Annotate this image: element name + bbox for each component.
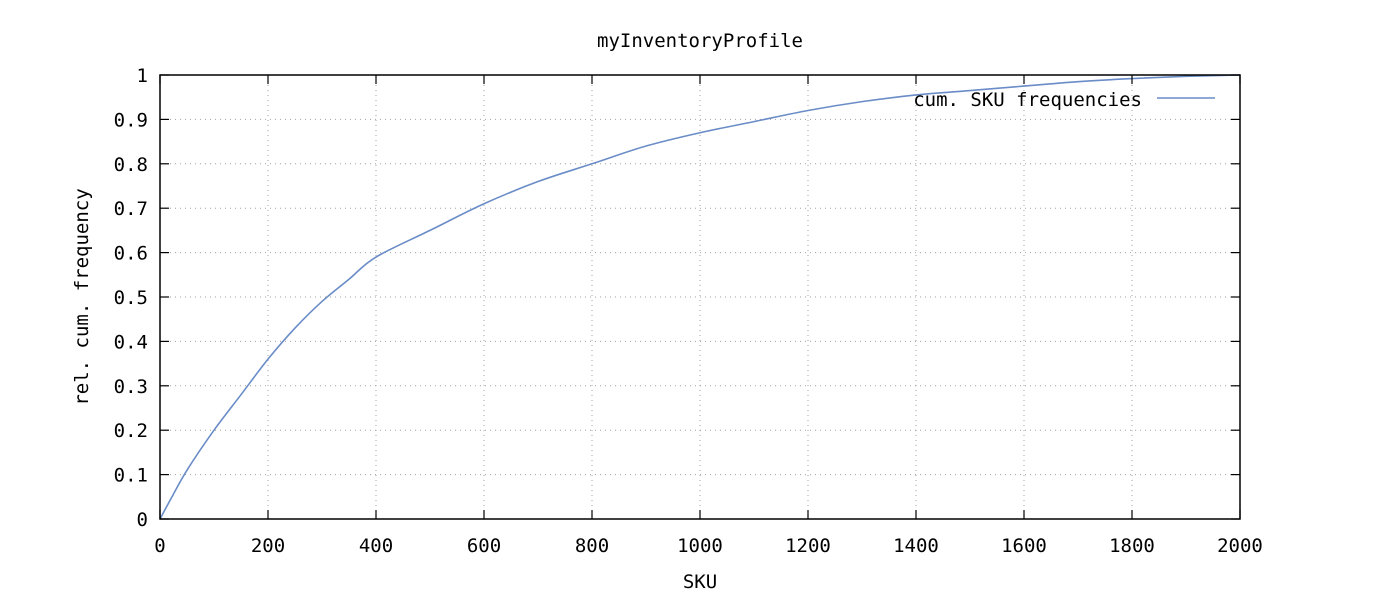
x-tick-label: 1200 — [785, 535, 831, 557]
y-tick-labels: 0 0.1 0.2 0.3 0.4 0.5 0.6 0.7 0.8 0.9 1 — [114, 65, 148, 531]
x-tick-label: 600 — [467, 535, 501, 557]
series-layer — [159, 74, 1241, 520]
y-tick-label: 0.9 — [114, 109, 148, 131]
y-tick-label: 0.3 — [114, 376, 148, 398]
y-tick-label: 1 — [137, 65, 148, 87]
x-tick-label: 0 — [154, 535, 165, 557]
x-tick-labels: 0 200 400 600 800 1000 1200 1400 1600 1800 2000 — [154, 535, 1263, 557]
x-tick-label: 1600 — [1001, 535, 1047, 557]
y-tick-label: 0 — [137, 509, 148, 531]
y-tick-label: 0.4 — [114, 331, 148, 353]
y-tick-label: 0.8 — [114, 154, 148, 176]
x-tick-label: 2000 — [1217, 535, 1263, 557]
x-tick-label: 1400 — [893, 535, 939, 557]
legend: cum. SKU frequencies — [913, 89, 1215, 111]
x-tick-label: 200 — [251, 535, 285, 557]
x-tick-label: 1800 — [1109, 535, 1155, 557]
chart-title: myInventoryProfile — [597, 30, 803, 52]
y-axis-label: rel. cum. frequency — [71, 188, 93, 405]
y-tick-label: 0.6 — [114, 243, 148, 265]
axis-ticks — [159, 74, 1241, 520]
series-line — [159, 74, 1241, 520]
y-tick-label: 0.7 — [114, 198, 148, 220]
legend-label: cum. SKU frequencies — [913, 89, 1142, 111]
x-tick-label: 800 — [575, 535, 609, 557]
y-tick-label: 0.1 — [114, 465, 148, 487]
grid — [160, 75, 1240, 519]
y-tick-label: 0.5 — [114, 287, 148, 309]
x-axis-label: SKU — [683, 571, 717, 593]
x-tick-label: 400 — [359, 535, 393, 557]
y-tick-label: 0.2 — [114, 420, 148, 442]
x-tick-label: 1000 — [677, 535, 723, 557]
